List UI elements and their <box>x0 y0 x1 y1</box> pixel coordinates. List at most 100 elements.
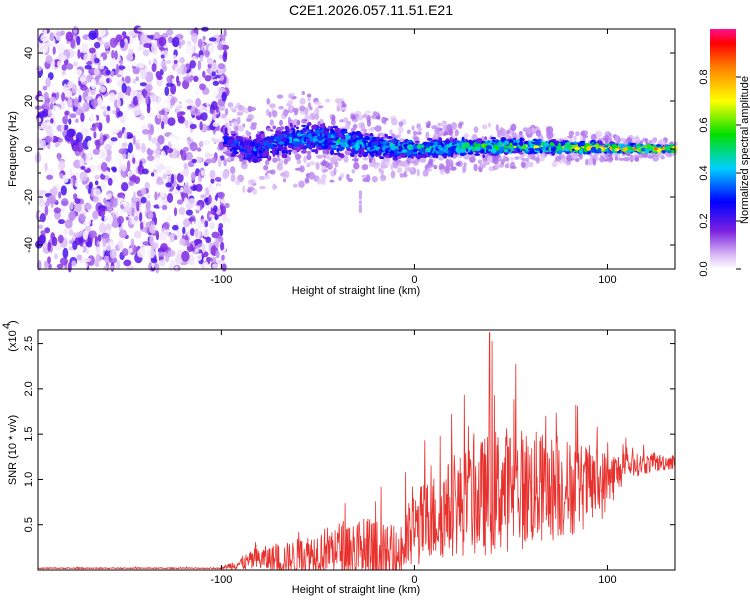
spectrogram-halo-cell <box>368 163 376 168</box>
spectrogram-outlier-cell <box>358 195 362 200</box>
spectrogram-signal-cell <box>255 138 262 144</box>
spectrogram-noise-cell <box>134 176 140 185</box>
spectrogram-noise-cell <box>146 194 151 199</box>
spectrogram-noise-cell <box>71 83 77 94</box>
spectrogram-noise-cell <box>47 109 52 117</box>
spectrogram-halo-cell <box>416 168 420 177</box>
spectrogram-noise-cell <box>97 96 102 106</box>
spectrogram-noise-cell <box>189 123 197 130</box>
spectrogram-halo-cell <box>652 154 659 162</box>
spectrogram-signal-cell <box>542 141 545 146</box>
spectrogram-noise-cell <box>121 142 128 148</box>
spectrogram-noise-cell <box>220 198 228 204</box>
spectrogram-noise-cell <box>124 94 130 101</box>
spectrogram-noise-cell <box>96 36 102 41</box>
spectrogram-signal-cell <box>263 150 270 155</box>
spectrogram-halo-cell <box>504 163 510 169</box>
spectrogram-signal-cell <box>564 147 569 152</box>
spectrogram-noise-cell <box>135 76 139 81</box>
spectrogram-noise-cell <box>204 159 213 164</box>
spectrogram-noise-cell <box>200 194 207 199</box>
spectrogram-noise-cell <box>56 263 64 269</box>
spectrogram-noise-cell <box>181 184 190 194</box>
spectrogram-halo-cell <box>570 152 578 160</box>
spectrogram-halo-cell <box>514 156 520 160</box>
spectrogram-noise-cell <box>127 65 131 72</box>
spectrogram-noise-cell <box>82 230 89 240</box>
spectrogram-noise-cell <box>154 157 161 167</box>
spectrogram-signal-cell <box>503 141 508 146</box>
spectrogram-noise-cell <box>224 83 229 89</box>
spectrogram-signal-cell <box>334 127 341 133</box>
spectrogram-noise-cell <box>138 212 143 222</box>
spectrogram-signal-cell <box>261 153 267 157</box>
spectrogram-halo-cell <box>434 127 441 135</box>
spectrogram-halo-cell <box>322 169 329 172</box>
spectrogram-noise-cell <box>211 85 219 97</box>
spectrogram-signal-cell <box>443 139 450 144</box>
spectrogram-noise-cell <box>115 63 120 74</box>
spectrogram-halo-cell <box>269 119 274 126</box>
spectrogram-signal-cell <box>489 152 492 156</box>
spectrogram-noise-cell <box>118 148 127 155</box>
spectrogram-noise-cell <box>51 186 58 197</box>
spectrogram-halo-cell <box>298 180 305 188</box>
spectrogram-noise-cell <box>164 107 171 113</box>
spectrogram-noise-cell <box>110 58 117 68</box>
spectrogram-noise-cell <box>154 216 158 226</box>
spectrogram-noise-cell <box>50 102 54 111</box>
spectrogram-noise-cell <box>163 221 170 230</box>
spectrogram-halo-cell <box>390 163 394 171</box>
spectrogram-noise-cell <box>193 42 198 47</box>
snr-y-axis-title: SNR (10 * v/v) <box>7 415 19 485</box>
spectrogram-outlier-cell <box>358 204 362 209</box>
snr-y-tick-label: 1.5 <box>23 427 35 442</box>
spectrogram-signal-cell <box>490 136 497 140</box>
spectrogram-halo-cell <box>224 171 230 175</box>
spectrogram-noise-cell <box>108 256 118 264</box>
spectrogram-signal-cell <box>442 146 447 150</box>
spectrogram-noise-cell <box>214 176 222 182</box>
spectrogram-signal-cell <box>354 142 360 148</box>
spectrogram-noise-cell <box>117 208 123 214</box>
spectrogram-noise-cell <box>54 253 58 260</box>
spectrogram-signal-cell <box>249 135 252 140</box>
snr-x-tick-label: 100 <box>598 574 616 586</box>
spectrogram-noise-cell <box>106 114 110 124</box>
spectrogram-halo-cell <box>301 90 305 96</box>
spectrogram-signal-cell <box>243 140 250 146</box>
spectrogram-noise-cell <box>179 238 186 246</box>
spectrogram-noise-cell <box>169 237 175 243</box>
spectrogram-signal-cell <box>518 141 524 147</box>
colorbar-tick-label: 0.2 <box>698 213 710 228</box>
spectrogram-halo-cell <box>259 186 266 190</box>
spectrogram-noise-cell <box>161 199 166 205</box>
spectrogram-noise-cell <box>209 222 216 230</box>
spectrogram-noise-cell <box>104 143 112 152</box>
spectrogram-noise-cell <box>108 113 117 119</box>
spectrogram-halo-cell <box>518 134 525 139</box>
spectrogram-noise-cell <box>167 176 171 184</box>
spectrogram-halo-cell <box>604 134 610 142</box>
spectrogram-halo-cell <box>258 175 266 180</box>
spectrogram-noise-cell <box>39 213 46 223</box>
spectrogram-signal-cell <box>408 142 415 145</box>
spectrogram-halo-cell <box>527 127 532 135</box>
spectrogram-noise-cell <box>52 46 56 55</box>
spectrogram-signal-cell <box>433 153 437 158</box>
spectrogram-signal-cell <box>495 145 499 151</box>
spectrogram-noise-cell <box>204 75 212 82</box>
spectrogram-halo-cell <box>230 166 236 175</box>
spectrogram-halo-cell <box>320 161 326 167</box>
spectrogram-noise-cell <box>147 212 154 220</box>
spectrogram-noise-cell <box>82 257 92 263</box>
spectrogram-noise-cell <box>218 54 223 60</box>
spectrogram-signal-cell <box>550 146 556 152</box>
spectrogram-noise-cell <box>147 85 151 97</box>
spectrogram-noise-cell <box>78 214 85 224</box>
spectrogram-halo-cell <box>306 93 312 98</box>
spectrogram-halo-cell <box>247 186 255 191</box>
spectrogram-noise-cell <box>63 83 68 93</box>
spectrogram-noise-cell <box>121 248 129 257</box>
spectrogram-noise-cell <box>92 197 100 203</box>
